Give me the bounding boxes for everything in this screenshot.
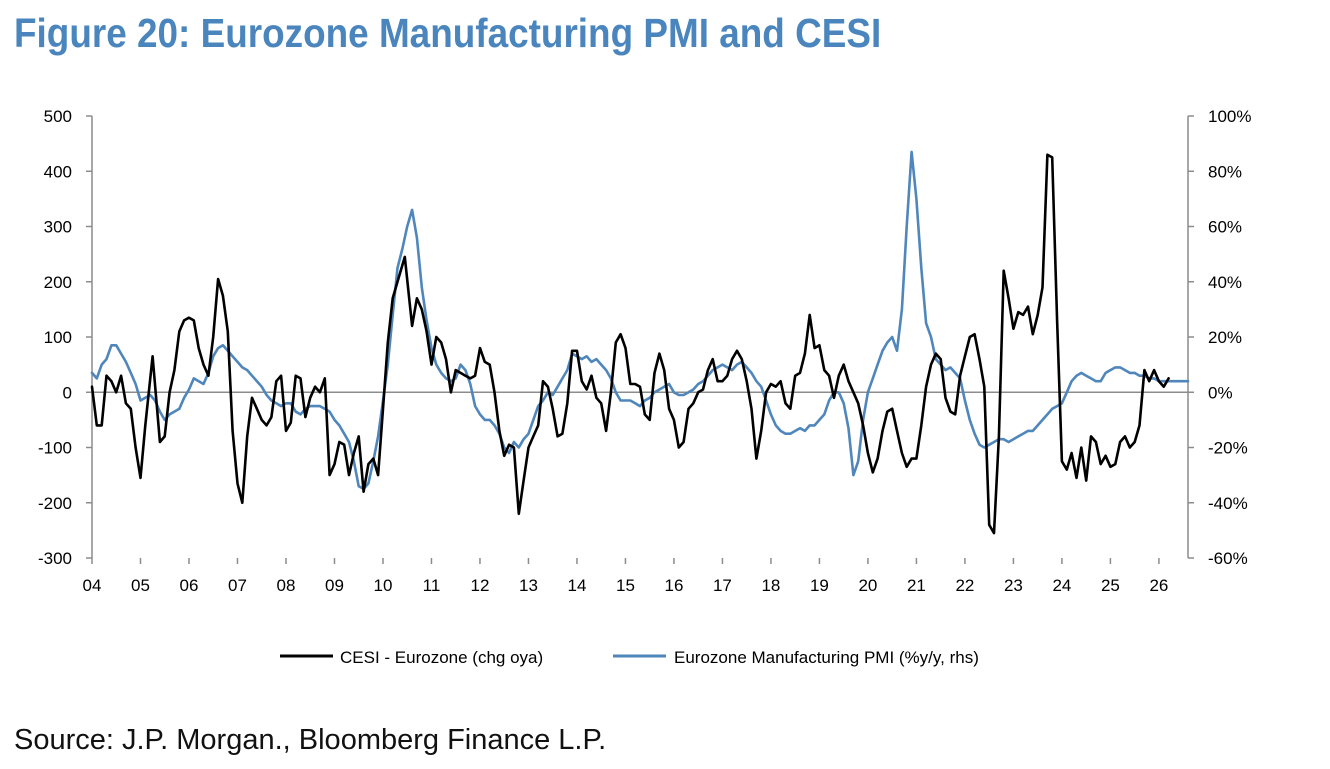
x-tick-label: 06 (180, 576, 199, 595)
y-left-tick-label: 300 (44, 218, 72, 237)
y-left-tick-label: 500 (44, 107, 72, 126)
y-right-tick-label: 60% (1208, 218, 1242, 237)
x-tick-label: 11 (423, 576, 441, 595)
y-left-tick-label: 100 (44, 328, 72, 347)
x-tick-label: 09 (325, 576, 344, 595)
legend-label-cesi: CESI - Eurozone (chg oya) (340, 648, 543, 667)
legend: CESI - Eurozone (chg oya) Eurozone Manuf… (280, 648, 979, 667)
series-layer (90, 150, 1190, 535)
chart: 04 05 06 07 08 09 10 11 12 13 14 15 16 17 18 19 20 21 22 23… (38, 107, 1252, 667)
x-tick-label: 15 (616, 576, 635, 595)
chart-title: Figure 20: Eurozone Manufacturing PMI an… (14, 10, 882, 56)
x-tick-label: 17 (713, 576, 732, 595)
y-right-tick-label: 100% (1208, 107, 1251, 126)
y-right-tick-label: -40% (1208, 494, 1248, 513)
x-tick-label: 16 (664, 576, 683, 595)
x-tick-label: 24 (1052, 576, 1071, 595)
y-left-tick-label: 200 (44, 273, 72, 292)
x-tick-label: 05 (131, 576, 150, 595)
y-right-tick-label: -20% (1208, 439, 1248, 458)
y-right-tick-label: 80% (1208, 162, 1242, 181)
x-tick-label: 12 (471, 576, 490, 595)
y-axis-right-ticks: 100% 80% 60% 40% 20% 0% -20% -40% -60% (1188, 107, 1251, 568)
x-tick-label: 19 (810, 576, 829, 595)
x-tick-label: 22 (955, 576, 974, 595)
axes (91, 116, 1189, 558)
x-tick-label: 08 (277, 576, 296, 595)
x-tick-label: 13 (519, 576, 538, 595)
x-tick-label: 20 (858, 576, 877, 595)
y-left-tick-label: 0 (63, 383, 72, 402)
y-right-tick-label: -60% (1208, 549, 1248, 568)
x-tick-label: 07 (228, 576, 247, 595)
legend-label-pmi: Eurozone Manufacturing PMI (%y/y, rhs) (674, 648, 979, 667)
series-line-pmi (90, 150, 1190, 491)
x-tick-label: 10 (374, 576, 393, 595)
x-tick-label: 25 (1101, 576, 1120, 595)
x-tick-label: 23 (1004, 576, 1023, 595)
y-right-tick-label: 0% (1208, 383, 1233, 402)
x-axis-ticks: 04 05 06 07 08 09 10 11 12 13 14 15 16 17 18 19 20 21 22 23… (83, 558, 1168, 595)
x-tick-label: 21 (907, 576, 926, 595)
source-note: Source: J.P. Morgan., Bloomberg Finance … (14, 724, 607, 756)
y-left-tick-label: -200 (38, 494, 72, 513)
y-left-tick-label: -100 (38, 439, 72, 458)
x-tick-label: 26 (1149, 576, 1168, 595)
y-right-tick-label: 40% (1208, 273, 1242, 292)
y-left-tick-label: -300 (38, 549, 72, 568)
y-left-tick-label: 400 (44, 162, 72, 181)
series-line-cesi (90, 153, 1170, 535)
x-tick-label: 04 (83, 576, 102, 595)
y-right-tick-label: 20% (1208, 328, 1242, 347)
y-axis-left-ticks: 500 400 300 200 100 0 -100 -200 -300 (38, 107, 92, 568)
x-tick-label: 18 (761, 576, 780, 595)
x-tick-label: 14 (567, 576, 586, 595)
